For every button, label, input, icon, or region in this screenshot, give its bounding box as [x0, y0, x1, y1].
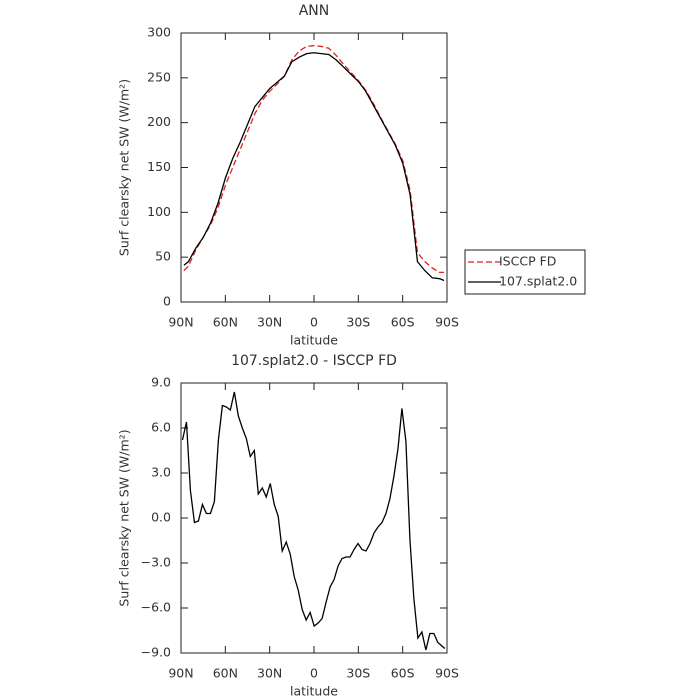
x-tick-label: 30N	[257, 666, 282, 681]
x-tick-label: 60S	[391, 666, 415, 681]
chart-title: ANN	[299, 3, 330, 19]
y-tick-label: 0.0	[151, 510, 171, 525]
y-tick-label: 3.0	[151, 465, 171, 480]
y-tick-label: 9.0	[151, 375, 171, 390]
chart-title: 107.splat2.0 - ISCCP FD	[231, 353, 397, 369]
x-axis-label: latitude	[290, 333, 338, 348]
y-tick-label: 6.0	[151, 420, 171, 435]
x-tick-label: 90N	[168, 666, 193, 681]
x-tick-label: 0	[310, 315, 318, 330]
x-tick-label: 60N	[213, 315, 238, 330]
y-tick-label: 100	[147, 204, 171, 219]
y-axis-label: Surf clearsky net SW (W/m²)	[117, 79, 132, 256]
legend-box	[464, 249, 586, 295]
x-tick-label: 30N	[257, 315, 282, 330]
x-tick-label: 60S	[391, 315, 415, 330]
y-tick-label: 200	[147, 114, 171, 129]
legend-label: ISCCP FD	[499, 254, 556, 269]
y-tick-label: 300	[147, 25, 171, 40]
x-tick-label: 90N	[168, 315, 193, 330]
x-tick-label: 30S	[346, 315, 370, 330]
x-tick-label: 30S	[346, 666, 370, 681]
data-line	[181, 391, 446, 651]
y-tick-label: 0	[163, 294, 171, 309]
x-tick-label: 60N	[213, 666, 238, 681]
y-tick-label: −9.0	[141, 645, 171, 660]
legend-label: 107.splat2.0	[499, 274, 577, 289]
y-tick-label: 50	[155, 249, 171, 264]
plot-frame	[180, 32, 448, 303]
data-line	[183, 52, 445, 282]
y-tick-label: 150	[147, 159, 171, 174]
x-tick-label: 90S	[435, 315, 459, 330]
x-tick-label: 0	[310, 666, 318, 681]
y-tick-label: −3.0	[141, 555, 171, 570]
x-axis-label: latitude	[290, 684, 338, 699]
y-tick-label: 250	[147, 69, 171, 84]
x-tick-label: 90S	[435, 666, 459, 681]
y-axis-label: Surf clearsky net SW (W/m²)	[117, 429, 132, 606]
y-tick-label: −6.0	[141, 600, 171, 615]
data-line	[183, 44, 445, 274]
